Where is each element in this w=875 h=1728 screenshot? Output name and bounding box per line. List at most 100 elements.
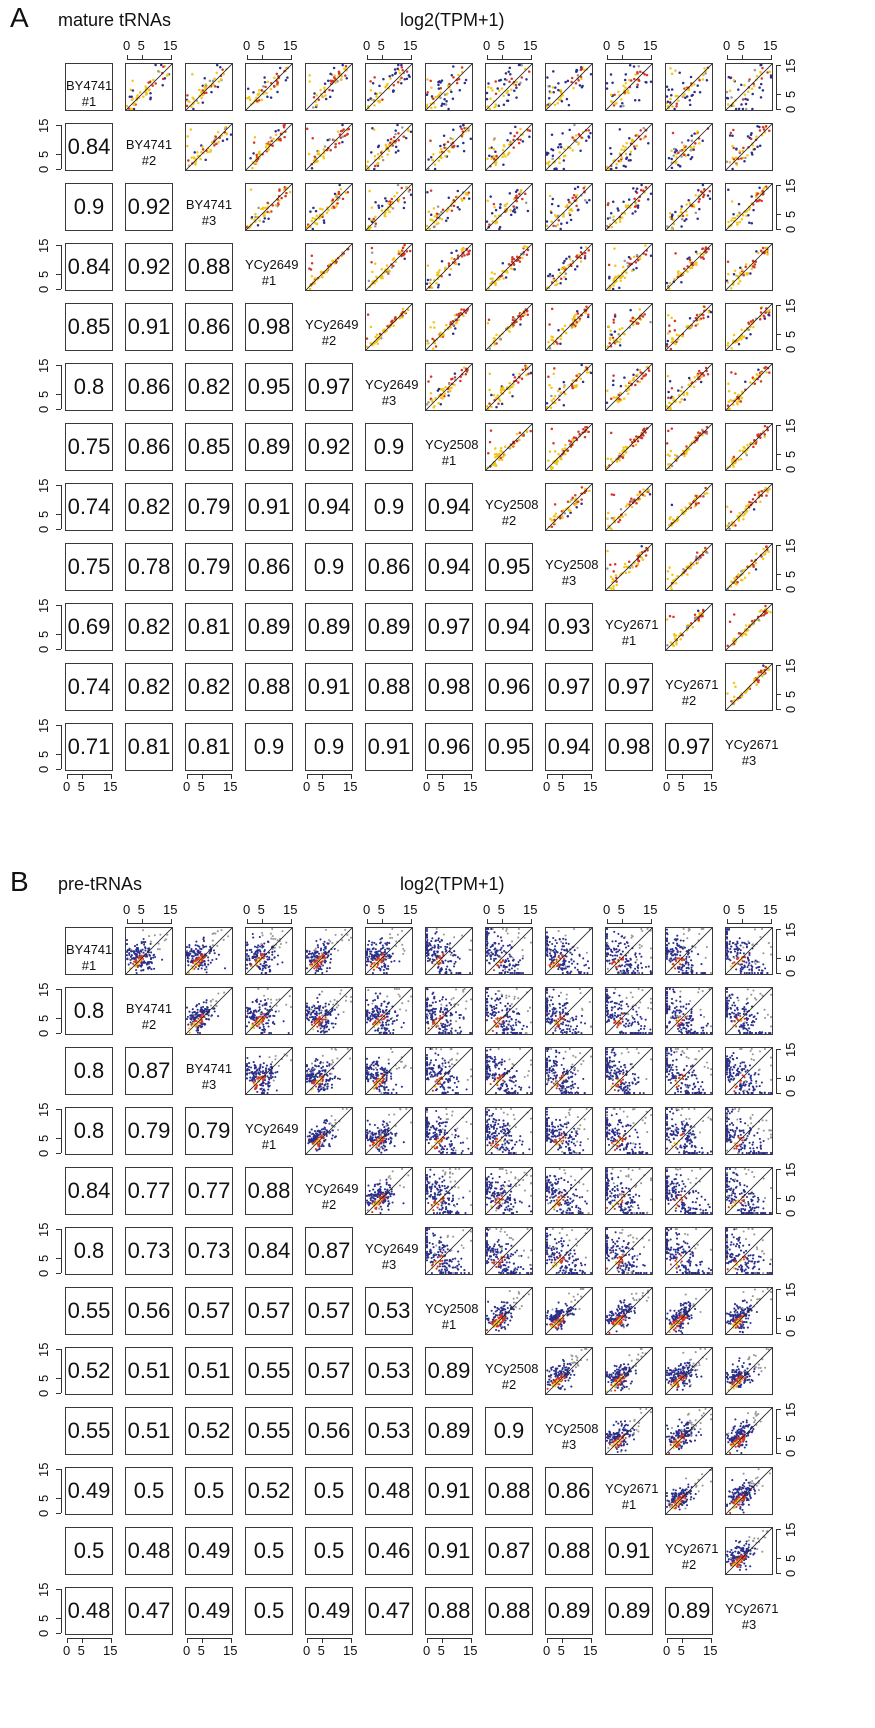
scatter-point <box>324 928 328 931</box>
scatter-point <box>403 244 406 247</box>
scatter-point <box>628 380 632 383</box>
scatter-point <box>450 256 454 260</box>
y-tick-label: 5 <box>783 211 798 219</box>
scatter-point <box>372 217 375 221</box>
scatter-point <box>374 215 377 218</box>
scatter-point <box>398 960 401 963</box>
scatter-point <box>501 148 505 152</box>
scatter-point <box>695 494 698 498</box>
scatter-plot <box>726 244 772 290</box>
scatter-point <box>764 604 767 608</box>
scatter-point <box>680 225 683 228</box>
scatter-point <box>606 549 609 553</box>
x-tick-label: 0 <box>663 779 671 794</box>
scatter-point <box>442 387 445 391</box>
scatter-point <box>450 74 454 77</box>
scatter-point <box>734 372 737 376</box>
y-tick-mark <box>56 634 61 636</box>
scatter-plot <box>246 184 292 230</box>
scatter-point <box>508 381 511 385</box>
scatter-point <box>637 79 641 83</box>
scatter-point <box>633 205 637 208</box>
scatter-point <box>452 76 455 79</box>
scatter-point <box>675 152 678 156</box>
y-tick-label: 5 <box>36 151 51 159</box>
correlation-value: 0.85 <box>187 434 231 459</box>
scatter-point <box>563 266 566 269</box>
scatter-plot <box>666 124 712 170</box>
scatter-point <box>129 961 132 964</box>
scatter-point <box>127 963 130 966</box>
scatter-point <box>625 141 628 145</box>
scatter-point <box>690 325 693 329</box>
scatter-point <box>251 166 254 170</box>
scatter-point <box>149 942 152 945</box>
scatter-point <box>366 956 369 959</box>
scatter-point <box>675 642 678 646</box>
scatter-point <box>430 95 434 98</box>
identity-line <box>546 424 592 470</box>
correlation-value: 0.97 <box>667 734 711 759</box>
scatter-point <box>147 81 150 84</box>
scatter-cell <box>665 483 713 531</box>
scatter-point <box>268 211 272 214</box>
scatter-point <box>696 374 699 377</box>
scatter-point <box>366 960 369 963</box>
scatter-point <box>430 106 433 110</box>
scatter-point <box>307 953 310 956</box>
identity-line <box>366 184 412 230</box>
scatter-point <box>569 218 573 222</box>
scatter-point <box>400 82 403 85</box>
scatter-point <box>437 87 441 90</box>
y-tick-label: 5 <box>36 631 51 639</box>
scatter-point <box>668 330 671 333</box>
scatter-point <box>546 402 549 405</box>
scatter-point <box>426 282 429 285</box>
x-tick-label: 15 <box>763 38 778 53</box>
scatter-point <box>627 255 631 259</box>
scatter-point <box>501 455 505 459</box>
scatter-point <box>522 245 526 249</box>
scatter-point <box>377 338 380 341</box>
scatter-point <box>632 373 635 377</box>
scatter-point <box>618 218 622 221</box>
scatter-point <box>285 941 288 944</box>
scatter-point <box>583 254 587 258</box>
scatter-point <box>704 546 707 550</box>
correlation-cell: 0.95 <box>485 543 533 591</box>
y-tick-mark <box>56 605 61 606</box>
scatter-point <box>408 249 412 253</box>
scatter-point <box>557 204 560 208</box>
scatter-point <box>257 944 260 947</box>
scatter-point <box>426 342 429 345</box>
correlation-cell: 0.82 <box>125 483 173 531</box>
scatter-point <box>728 620 732 624</box>
scatter-point <box>622 446 625 449</box>
scatter-point <box>310 254 314 258</box>
identity-line <box>546 124 592 170</box>
scatter-point <box>391 207 395 210</box>
scatter-point <box>451 145 455 149</box>
scatter-point <box>148 947 151 950</box>
scatter-point <box>144 85 147 88</box>
scatter-point <box>400 76 403 80</box>
scatter-point <box>269 96 273 99</box>
scatter-point <box>686 257 689 260</box>
scatter-point <box>198 88 201 92</box>
scatter-point <box>394 71 398 74</box>
y-axis-line <box>61 125 62 169</box>
scatter-point <box>524 201 528 204</box>
scatter-point <box>769 610 772 614</box>
identity-line <box>426 184 472 230</box>
scatter-point <box>641 558 645 561</box>
correlation-value: 0.69 <box>67 614 111 639</box>
scatter-point <box>727 400 730 404</box>
scatter-point <box>636 562 639 566</box>
scatter-point <box>632 255 636 259</box>
scatter-point <box>460 368 464 372</box>
scatter-point <box>154 955 157 959</box>
scatter-point <box>612 374 615 377</box>
scatter-point <box>213 77 216 81</box>
x-tick-label: 15 <box>703 779 718 794</box>
x-axis-line <box>727 59 771 60</box>
